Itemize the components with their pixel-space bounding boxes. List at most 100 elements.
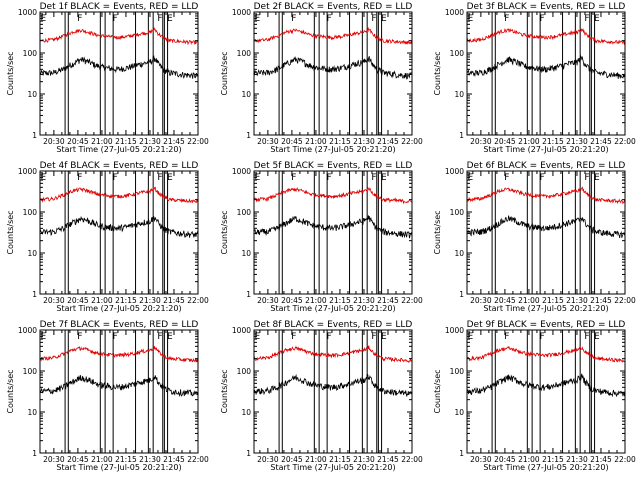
y-tick-label: 10 xyxy=(241,90,251,99)
plot-frame xyxy=(253,170,413,295)
x-tick-label: 21:15 xyxy=(115,137,137,146)
flag-marker: F xyxy=(327,14,332,24)
flag-marker: F xyxy=(113,173,118,183)
x-tick-label: 21:45 xyxy=(377,455,399,464)
flag-marker: F xyxy=(157,14,162,24)
x-tick-label: 21:00 xyxy=(518,296,540,305)
panel-title: Det 5f BLACK = Events, RED = LLD xyxy=(254,161,413,171)
series-lld xyxy=(253,345,413,364)
x-tick-label: 21:45 xyxy=(377,137,399,146)
y-axis-label: Counts/sec xyxy=(220,51,229,95)
y-tick-label: 100 xyxy=(237,367,252,376)
x-tick-label: 21:45 xyxy=(590,455,612,464)
flag-marker: F xyxy=(540,173,545,183)
x-tick-label: 20:30 xyxy=(257,455,279,464)
x-tick-label: 21:45 xyxy=(590,296,612,305)
x-tick-label: 21:30 xyxy=(139,137,161,146)
flag-marker: F xyxy=(584,173,589,183)
plot-frame xyxy=(466,170,626,295)
y-tick-label: 1 xyxy=(32,131,37,140)
flag-marker: F xyxy=(371,173,376,183)
flag-marker: F xyxy=(157,332,162,342)
x-axis-label: Start Time (27-Jul-05 20:21:20) xyxy=(483,463,608,472)
y-tick-label: 1 xyxy=(459,449,464,458)
x-tick-label: 20:30 xyxy=(43,296,65,305)
y-tick-label: 1000 xyxy=(445,8,464,17)
x-tick-label: 22:00 xyxy=(401,137,423,146)
x-tick-label: 21:45 xyxy=(377,296,399,305)
flag-marker: E xyxy=(167,173,173,183)
x-tick-label: 21:45 xyxy=(163,296,185,305)
x-tick-label: 21:15 xyxy=(115,455,137,464)
series-lld xyxy=(466,186,626,205)
flag-marker: E xyxy=(40,173,46,183)
y-tick-label: 1000 xyxy=(232,167,251,176)
series-lld xyxy=(466,28,626,45)
x-tick-label: 20:45 xyxy=(281,137,303,146)
flag-marker: F xyxy=(371,14,376,24)
x-tick-label: 21:00 xyxy=(91,455,113,464)
x-tick-label: 21:45 xyxy=(590,137,612,146)
panel-title: Det 9f BLACK = Events, RED = LLD xyxy=(467,320,626,330)
panel-title: Det 1f BLACK = Events, RED = LLD xyxy=(40,2,199,12)
y-tick-label: 100 xyxy=(237,208,252,217)
x-tick-label: 20:30 xyxy=(43,137,65,146)
x-axis-label: Start Time (27-Jul-05 20:21:20) xyxy=(270,145,395,154)
y-axis-label: Counts/sec xyxy=(6,51,15,95)
y-tick-label: 10 xyxy=(241,408,251,417)
y-tick-label: 1000 xyxy=(18,167,37,176)
flag-marker: F xyxy=(584,14,589,24)
series-events xyxy=(253,55,413,80)
y-tick-label: 1 xyxy=(246,290,251,299)
x-tick-label: 20:30 xyxy=(257,296,279,305)
plot-frame xyxy=(466,329,626,454)
x-axis-label: Start Time (27-Jul-05 20:21:20) xyxy=(270,304,395,313)
x-tick-label: 20:45 xyxy=(494,455,516,464)
x-tick-label: 20:30 xyxy=(43,455,65,464)
x-tick-label: 21:00 xyxy=(305,296,327,305)
x-tick-label: 21:00 xyxy=(305,137,327,146)
x-tick-label: 20:30 xyxy=(257,137,279,146)
x-tick-label: 21:15 xyxy=(329,455,351,464)
flag-marker: F xyxy=(504,173,509,183)
y-tick-label: 1 xyxy=(459,131,464,140)
y-tick-label: 10 xyxy=(27,408,37,417)
x-axis-label: Start Time (27-Jul-05 20:21:20) xyxy=(270,463,395,472)
series-events xyxy=(39,215,199,238)
series-events xyxy=(39,375,199,398)
flag-marker: E xyxy=(254,332,260,342)
x-tick-label: 21:15 xyxy=(542,296,564,305)
flag-marker: E xyxy=(254,14,260,24)
x-axis-label: Start Time (27-Jul-05 20:21:20) xyxy=(483,304,608,313)
x-tick-label: 21:00 xyxy=(518,455,540,464)
y-axis-label: Counts/sec xyxy=(220,210,229,254)
y-tick-label: 100 xyxy=(450,208,465,217)
y-axis-label: Counts/sec xyxy=(433,369,442,413)
x-tick-label: 22:00 xyxy=(187,137,209,146)
flag-marker: E xyxy=(254,173,260,183)
panel-title: Det 7f BLACK = Events, RED = LLD xyxy=(40,320,199,330)
y-tick-label: 100 xyxy=(23,367,38,376)
plot-frame xyxy=(253,329,413,454)
x-tick-label: 21:45 xyxy=(163,137,185,146)
plot-frame xyxy=(466,11,626,136)
y-tick-label: 1000 xyxy=(18,8,37,17)
y-tick-label: 1000 xyxy=(445,167,464,176)
flag-marker: E xyxy=(167,332,173,342)
flag-marker: F xyxy=(291,173,296,183)
flag-marker: F xyxy=(504,332,509,342)
y-tick-label: 10 xyxy=(454,408,464,417)
series-lld xyxy=(39,27,199,46)
series-events xyxy=(39,55,199,79)
x-tick-label: 21:00 xyxy=(91,296,113,305)
flag-marker: F xyxy=(77,14,82,24)
x-tick-label: 20:30 xyxy=(470,137,492,146)
x-axis-label: Start Time (27-Jul-05 20:21:20) xyxy=(56,463,181,472)
